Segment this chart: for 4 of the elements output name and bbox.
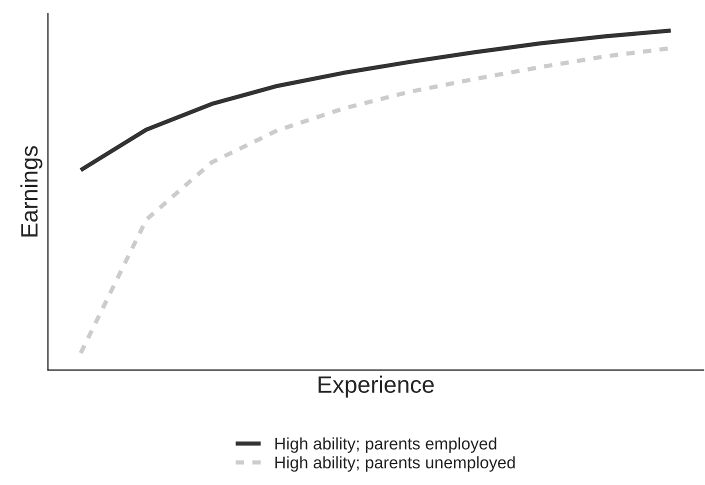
legend-label: High ability; parents unemployed (275, 456, 515, 472)
x-axis-title: Experience (318, 376, 434, 398)
legend-label: High ability; parents employed (275, 437, 496, 453)
y-axis-title: Earnings (20, 146, 42, 236)
